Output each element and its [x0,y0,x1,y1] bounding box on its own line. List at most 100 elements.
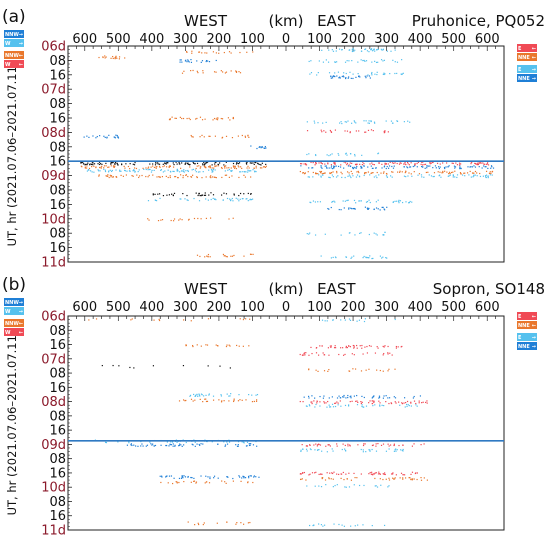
data-point [386,50,388,52]
data-point [121,164,123,166]
data-point [355,130,357,132]
data-point [454,170,456,172]
data-point [344,200,346,202]
data-point [204,194,207,196]
data-point [410,173,412,175]
x-tick-label: 500 [106,32,131,47]
data-point [299,170,301,173]
data-point [182,175,184,177]
data-point [242,475,245,478]
data-point [322,61,325,63]
data-point [317,201,319,203]
data-point [354,153,356,156]
data-point [132,163,134,165]
data-point [306,445,308,447]
data-point [393,165,395,167]
data-point [225,193,228,195]
data-point [198,192,200,195]
data-point [356,165,358,168]
data-point [116,57,118,59]
data-point [143,168,145,170]
data-point [383,524,386,527]
data-point [319,201,322,203]
data-point [299,478,302,481]
data-point [327,207,329,210]
data-point [202,443,204,445]
data-point [490,172,492,175]
data-point [328,397,330,399]
data-point [340,319,342,321]
data-point [413,400,416,402]
data-point [481,167,483,169]
data-point [186,117,188,120]
data-point [312,176,314,178]
data-point [421,166,424,168]
data-point [376,171,378,174]
data-point [409,166,412,168]
data-point [216,117,218,119]
data-point [392,201,394,204]
data-point [192,136,194,138]
data-point [366,75,368,77]
data-point [217,345,219,347]
data-point [180,198,182,200]
data-point [454,167,456,169]
data-point [374,404,376,406]
data-point [421,402,423,404]
data-point [86,167,88,169]
data-point [371,257,373,260]
data-point [361,395,363,398]
data-point [154,164,157,166]
legend-label: W [5,41,11,47]
data-point [88,136,90,139]
data-point [90,170,92,172]
legend-label: W [5,62,11,68]
data-point [370,120,372,122]
data-point [193,480,195,482]
data-point [229,345,231,347]
data-point [237,162,240,165]
data-point [176,163,178,165]
data-point [334,164,336,166]
data-point [229,199,232,202]
data-point [454,166,457,168]
data-point [158,193,161,195]
data-point [232,166,235,168]
data-point [202,523,204,526]
data-point [345,347,347,349]
data-point [193,162,195,164]
data-point [442,162,444,164]
data-point [181,219,183,221]
data-point [347,405,350,407]
data-point [178,400,181,402]
data-point [344,121,346,123]
y-tick-label: 08 [49,324,66,339]
data-point [378,397,380,399]
data-point [184,198,186,200]
data-point [380,48,382,50]
data-point [202,401,204,403]
data-point [310,401,312,403]
data-point [353,199,356,202]
data-point [172,220,175,222]
data-point [241,198,243,200]
data-point [311,472,314,474]
data-point [330,172,332,174]
data-point [98,161,101,163]
data-point [359,345,361,347]
data-point [114,165,116,167]
data-point [91,166,93,168]
data-point [227,169,229,171]
data-point [319,345,321,347]
west-label: WEST [184,280,228,298]
data-point [364,60,366,62]
data-point [317,173,319,175]
data-point [324,479,327,481]
data-point [330,478,332,480]
data-point [351,400,353,402]
data-point [388,485,390,487]
data-point [231,197,233,200]
data-point [212,395,215,397]
data-point [349,175,351,177]
data-point [310,60,312,62]
